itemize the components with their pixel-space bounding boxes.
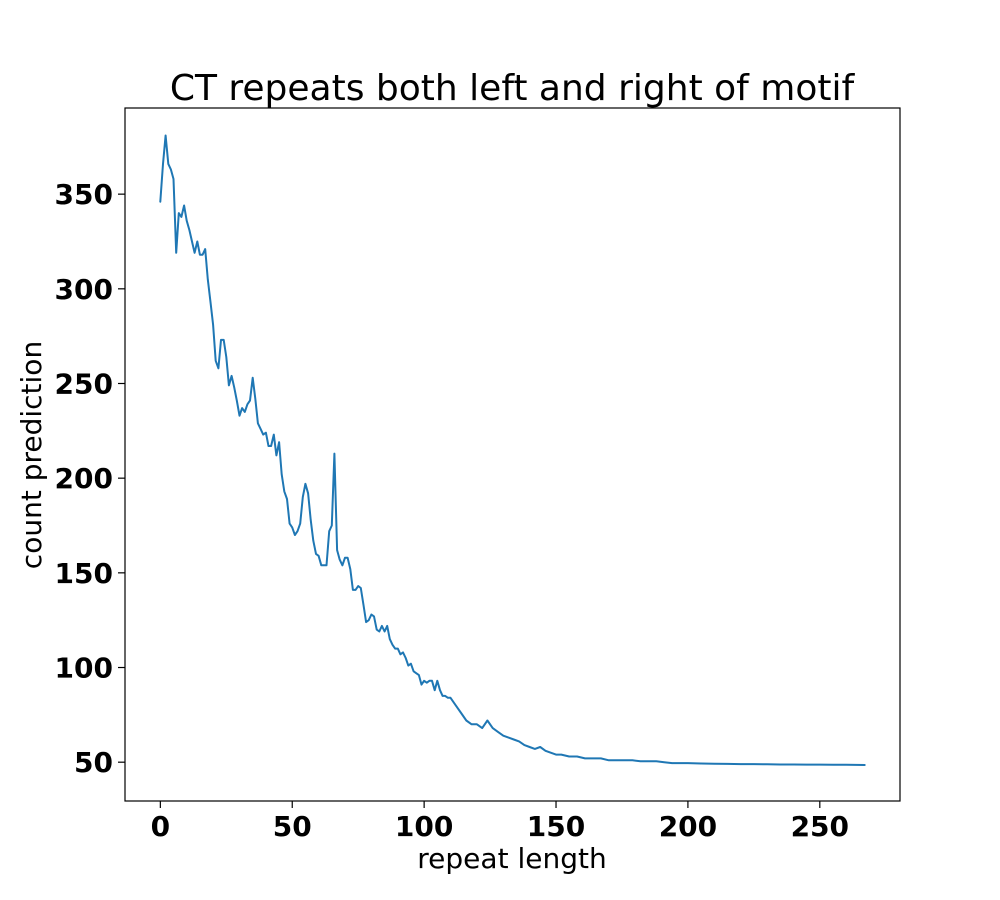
chart-title: CT repeats both left and right of motif: [170, 68, 856, 109]
x-tick-label: 250: [791, 810, 849, 843]
x-axis-label: repeat length: [417, 842, 606, 875]
x-axis: 0 50 100 150 200 250: [151, 801, 849, 843]
x-tick-label: 150: [527, 810, 585, 843]
y-tick-label: 150: [55, 557, 113, 590]
y-tick-label: 100: [55, 652, 113, 685]
plot-series: [159, 134, 866, 766]
series-line-1: [159, 134, 866, 766]
y-tick-label: 50: [74, 746, 113, 779]
plot-frame: [124, 107, 901, 802]
x-tick-label: 100: [395, 810, 453, 843]
x-tick-label: 0: [151, 810, 170, 843]
x-tick-label: 50: [273, 810, 312, 843]
y-tick-label: 300: [55, 273, 113, 306]
y-tick-label: 250: [55, 367, 113, 400]
y-axis: 50 100 150 200 250 300 350: [55, 178, 125, 779]
y-axis-label: count prediction: [15, 341, 48, 569]
y-tick-label: 350: [55, 178, 113, 211]
x-tick-label: 200: [659, 810, 717, 843]
y-tick-label: 200: [55, 462, 113, 495]
